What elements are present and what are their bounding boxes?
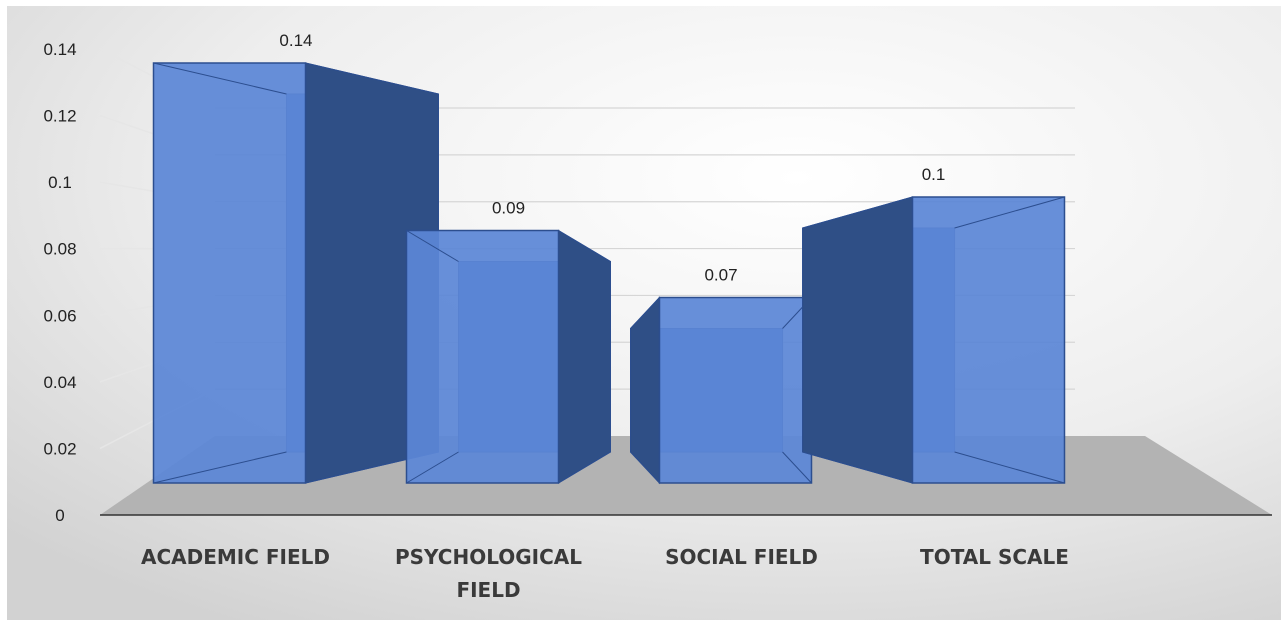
bar-edge [954, 196, 1065, 229]
bar-front-face [658, 296, 813, 484]
bar-edge [406, 451, 459, 484]
bar-front-face [911, 196, 1066, 484]
bar-edge [406, 230, 459, 262]
data-label: 0.1 [922, 165, 946, 184]
category-label: FIELD [456, 578, 520, 602]
bar-edge [782, 451, 812, 484]
bar-2 [405, 229, 611, 484]
bar-front-face [405, 229, 560, 484]
bar-edge [558, 230, 611, 262]
bar-4 [802, 196, 1066, 484]
category-label: PSYCHOLOGICAL [395, 545, 582, 569]
bar-edge [630, 451, 660, 484]
bar-edge [630, 297, 660, 329]
bar-edge [305, 62, 439, 95]
bar-1 [152, 62, 439, 484]
bar-side-face [558, 229, 611, 484]
bar-side-face [630, 296, 660, 485]
bar-edge [558, 451, 611, 484]
category-label: SOCIAL FIELD [665, 545, 818, 569]
y-tick-label: 0 [55, 506, 64, 525]
y-tick-label: 0.04 [43, 373, 76, 392]
bar-3 [630, 296, 813, 485]
data-label: 0.07 [704, 266, 737, 285]
y-tick-label: 0.06 [43, 306, 76, 325]
y-tick-label: 0.08 [43, 240, 76, 259]
y-tick-label: 0.1 [48, 173, 72, 192]
bar-edge [153, 451, 287, 484]
y-tick-label: 0.14 [43, 40, 76, 59]
y-tick-label: 0.12 [43, 107, 76, 126]
data-label: 0.09 [492, 199, 525, 218]
bar-edge [802, 196, 913, 229]
bar-edge [802, 451, 913, 484]
bar-edge [954, 451, 1065, 484]
bar-edge [153, 62, 287, 95]
data-label: 0.14 [279, 31, 312, 50]
bar-side-face [802, 196, 913, 484]
y-tick-label: 0.02 [43, 439, 76, 458]
category-label: TOTAL SCALE [920, 545, 1069, 569]
category-label: ACADEMIC FIELD [141, 545, 330, 569]
bar-front-face [152, 62, 307, 484]
